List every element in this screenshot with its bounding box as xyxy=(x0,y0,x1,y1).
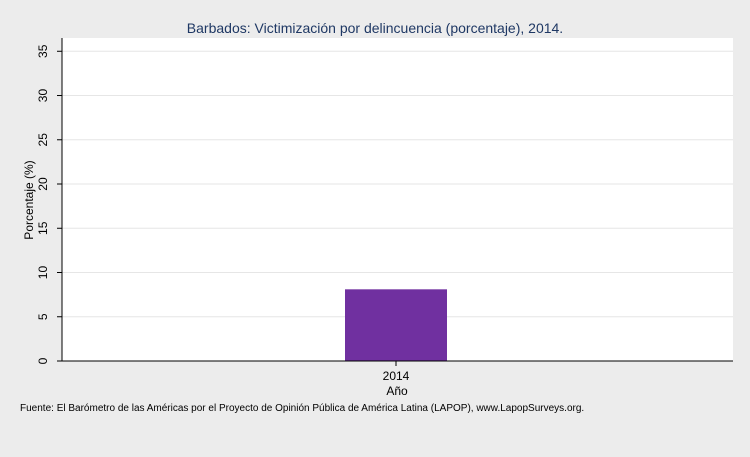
source-note: Fuente: El Barómetro de las Américas por… xyxy=(20,403,584,414)
y-tick-label-30: 30 xyxy=(36,89,50,103)
y-tick-label-5: 5 xyxy=(36,313,50,320)
y-tick-label-20: 20 xyxy=(36,177,50,191)
y-tick-label-0: 0 xyxy=(36,357,50,364)
gridlines xyxy=(62,50,733,318)
chart-title: Barbados: Victimización por delincuencia… xyxy=(187,20,563,36)
x-tick-label-2014: 2014 xyxy=(383,369,410,383)
y-tick-label-25: 25 xyxy=(36,133,50,147)
x-axis-label: Año xyxy=(386,384,408,398)
bar-2014 xyxy=(345,289,447,361)
axes: 2014 0 5 10 15 20 25 30 35 xyxy=(36,38,733,383)
y-tick-label-10: 10 xyxy=(36,266,50,280)
y-tick-label-35: 35 xyxy=(36,44,50,58)
bars xyxy=(345,289,447,361)
y-axis-label: Porcentaje (%) xyxy=(22,160,36,239)
y-tick-label-15: 15 xyxy=(36,221,50,235)
